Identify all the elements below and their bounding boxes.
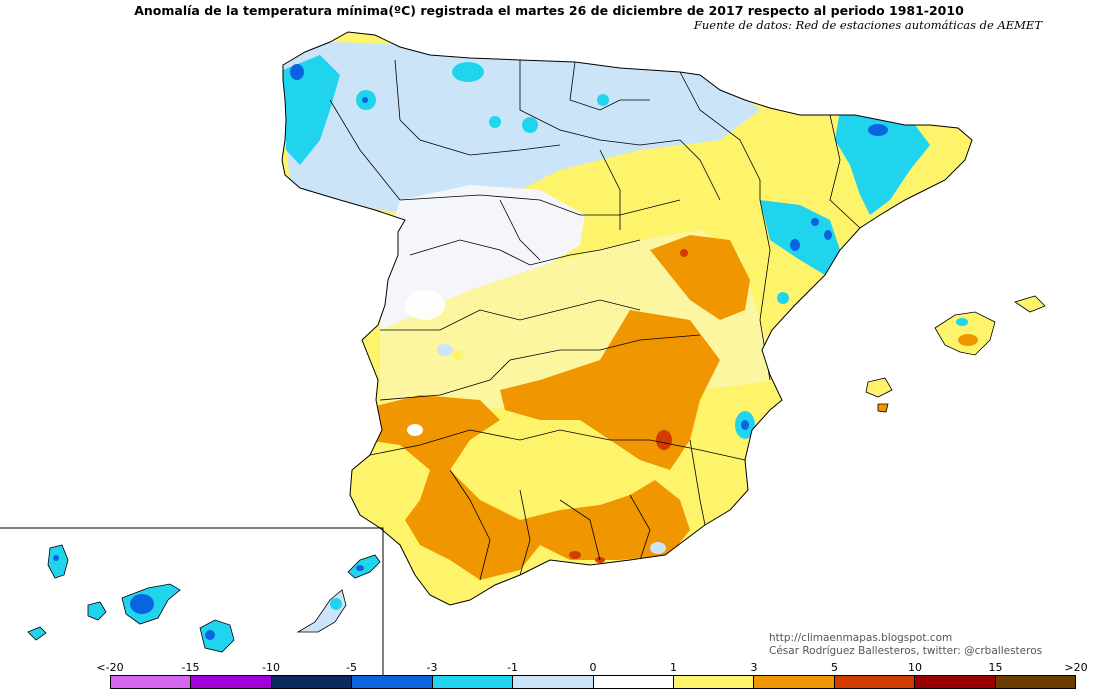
legend-bin xyxy=(432,676,514,688)
legend-tick-label: -5 xyxy=(346,661,357,674)
blog-url: http://climaenmapas.blogspot.com xyxy=(769,632,953,644)
legend-tick-label: -10 xyxy=(262,661,280,674)
canarias-inset-frame xyxy=(0,527,384,688)
region-boundaries xyxy=(329,59,861,581)
legend-tick-label: -1 xyxy=(507,661,518,674)
legend-bin xyxy=(352,676,433,688)
orange-zone-andalucia xyxy=(360,395,690,580)
legend-ticks: <-20 -15 -10 -5 -3 -1 0 1 3 5 10 15 >20 xyxy=(0,661,1098,675)
credits: http://climaenmapas.blogspot.com César R… xyxy=(769,632,1042,658)
gran-canaria xyxy=(199,619,235,653)
legend-bin xyxy=(513,676,594,688)
legend-bin xyxy=(593,676,674,688)
legend-tick-label: 15 xyxy=(988,661,1003,674)
legend-tick-label: 3 xyxy=(750,661,758,674)
el-hierro xyxy=(27,626,47,641)
legend-tick-label: 5 xyxy=(831,661,838,674)
legend-tick-label: 10 xyxy=(908,661,922,674)
mallorca xyxy=(934,311,996,356)
cyan-zone-galicia xyxy=(283,55,340,165)
fuerteventura xyxy=(296,589,347,633)
data-source-caption: Fuente de datos: Red de estaciones autom… xyxy=(693,18,1042,32)
author-credit: César Rodríguez Ballesteros, twitter: @c… xyxy=(769,645,1043,657)
legend-bin xyxy=(111,676,192,688)
legend-color-scale xyxy=(110,675,1076,689)
legend-tick-label: 0 xyxy=(589,661,597,674)
legend-bin xyxy=(995,676,1076,688)
canary-islands xyxy=(27,544,381,653)
legend-tick-label: -3 xyxy=(426,661,438,674)
cyan-zone-cataluna xyxy=(835,110,930,215)
legend-bin xyxy=(271,676,353,688)
menorca xyxy=(1014,295,1046,313)
la-palma xyxy=(47,544,69,579)
legend-tick-label: -15 xyxy=(181,661,200,674)
map-title: Anomalía de la temperatura mínima(ºC) re… xyxy=(134,3,964,18)
formentera xyxy=(877,403,889,413)
legend-tick-label: 1 xyxy=(670,661,677,674)
legend-tick-label: >20 xyxy=(1064,661,1088,674)
legend-bin xyxy=(754,676,835,688)
legend-bin xyxy=(834,676,916,688)
balearic-islands xyxy=(865,295,1046,413)
legend-tick-label: <-20 xyxy=(96,661,124,674)
orange-zone-castilla-la-mancha xyxy=(500,310,720,470)
peninsula-anomaly-fields xyxy=(282,40,930,580)
legend-bin xyxy=(191,676,272,688)
ibiza xyxy=(865,377,893,398)
cyan-zone-castellon xyxy=(760,200,840,275)
la-gomera xyxy=(87,601,107,621)
peninsula-coastline xyxy=(281,31,973,606)
lanzarote xyxy=(347,554,381,579)
orange-zone-teruel xyxy=(650,235,750,320)
legend-bin xyxy=(673,676,755,688)
legend-bin xyxy=(915,676,996,688)
